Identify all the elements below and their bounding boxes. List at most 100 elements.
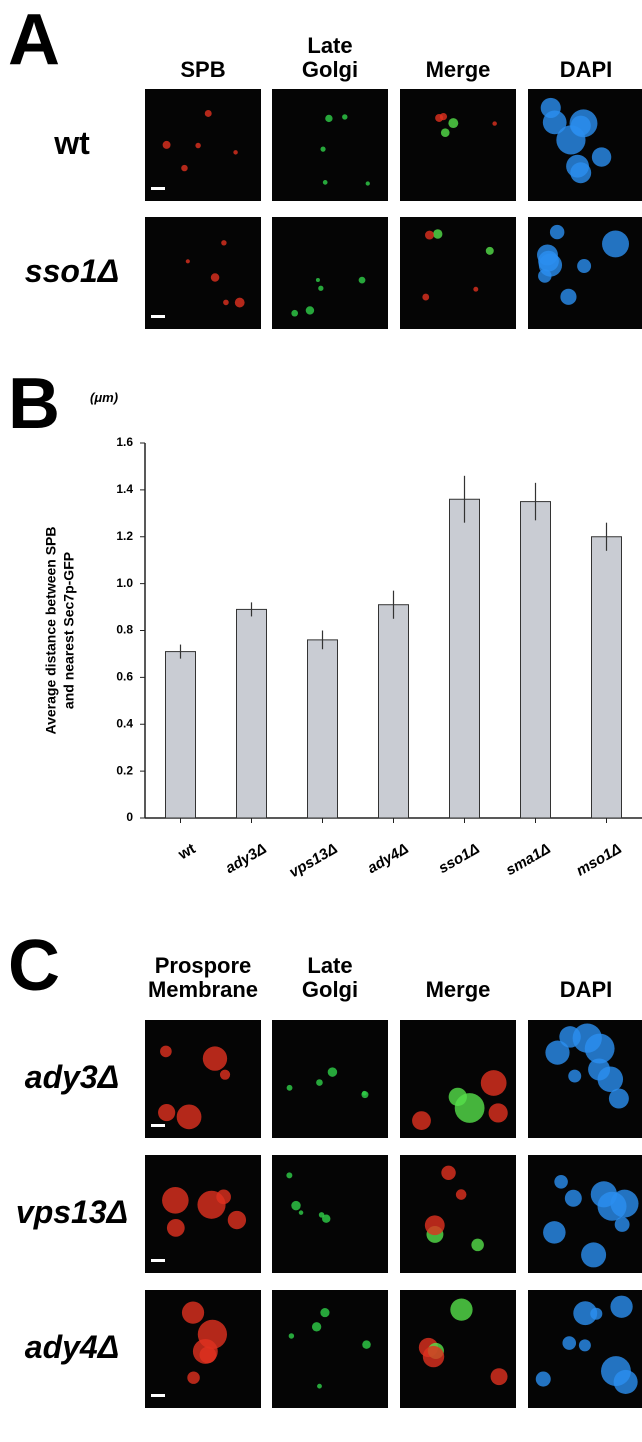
signal-spot <box>454 1093 485 1123</box>
micrograph <box>272 89 388 201</box>
y-tick-label: 1.6 <box>116 435 133 449</box>
y-tick-label: 1.2 <box>116 529 133 543</box>
x-tick-label: wt <box>175 840 199 864</box>
signal-spot <box>608 1088 629 1109</box>
signal-spot <box>288 1333 295 1339</box>
column-header: Merge <box>425 56 491 82</box>
signal-spot <box>298 1210 304 1215</box>
signal-spot <box>545 1040 570 1065</box>
signal-spot <box>573 1301 598 1326</box>
signal-spot <box>223 299 229 306</box>
bar <box>591 536 622 819</box>
signal-spot <box>325 114 333 123</box>
signal-spot <box>601 1356 631 1387</box>
y-tick-label: 0.8 <box>116 623 133 637</box>
signal-spot <box>315 278 320 283</box>
signal-spot <box>181 164 188 172</box>
row-label: wt <box>54 125 90 161</box>
signal-spot <box>305 306 315 315</box>
row-label: ady3Δ <box>24 1059 120 1095</box>
signal-spot <box>342 114 348 120</box>
signal-spot <box>162 140 171 149</box>
signal-spot <box>320 146 326 152</box>
y-tick-label: 1.4 <box>116 482 133 496</box>
x-tick-label: ady4Δ <box>365 840 412 877</box>
signal-spot <box>358 276 366 284</box>
panel-label: B <box>8 364 60 444</box>
signal-spot <box>320 1307 330 1318</box>
signal-spot <box>492 121 497 126</box>
signal-spot <box>365 181 370 186</box>
signal-spot <box>570 115 591 136</box>
signal-spot <box>197 1190 226 1219</box>
signal-spot <box>448 118 459 129</box>
signal-spot <box>614 1217 630 1232</box>
signal-spot <box>227 1210 247 1230</box>
signal-spot <box>316 1079 323 1086</box>
scale-bar <box>151 1259 165 1262</box>
bar <box>520 501 551 819</box>
micrograph <box>272 1020 388 1138</box>
signal-spot <box>204 109 212 117</box>
column-header: Prospore Membrane <box>147 952 259 1002</box>
signal-spot <box>490 1368 508 1386</box>
micrograph <box>145 217 261 329</box>
signal-spot <box>572 1023 602 1053</box>
signal-spot <box>597 1066 624 1092</box>
signal-spot <box>362 1340 371 1349</box>
signal-spot <box>195 142 201 149</box>
signal-spot <box>361 1091 369 1099</box>
signal-spot <box>590 1307 603 1320</box>
signal-spot <box>577 259 592 273</box>
signal-spot <box>412 1111 431 1131</box>
signal-spot <box>590 1181 617 1208</box>
y-tick-label: 0.2 <box>116 763 133 777</box>
micrograph <box>400 89 516 201</box>
signal-spot <box>422 293 430 301</box>
signal-spot <box>158 1103 176 1122</box>
signal-spot <box>317 1383 322 1389</box>
signal-spot <box>327 1067 338 1077</box>
signal-spot <box>450 1298 473 1321</box>
signal-spot <box>581 1242 607 1268</box>
signal-spot <box>538 253 563 277</box>
signal-spot <box>181 1301 205 1324</box>
y-axis-label: Average distance between SPB <box>43 526 59 734</box>
unit-label: (μm) <box>90 390 119 405</box>
signal-spot <box>578 1339 591 1352</box>
signal-spot <box>291 1200 301 1211</box>
signal-spot <box>554 1175 568 1189</box>
row-label: vps13Δ <box>15 1194 129 1230</box>
x-tick-label: ady3Δ <box>223 840 270 877</box>
signal-spot <box>202 1046 228 1071</box>
signal-spot <box>176 1104 202 1130</box>
column-header: DAPI <box>559 976 613 1002</box>
column-header: Late Golgi <box>301 952 359 1002</box>
signal-spot <box>480 1070 507 1096</box>
signal-spot <box>162 1186 189 1214</box>
column-header: SPB <box>180 56 226 82</box>
signal-spot <box>160 1045 172 1058</box>
y-tick-label: 0.6 <box>116 670 133 684</box>
signal-spot <box>471 1238 484 1252</box>
micrograph <box>145 89 261 201</box>
signal-spot <box>433 229 443 239</box>
signal-spot <box>425 230 434 240</box>
signal-spot <box>286 1084 293 1091</box>
signal-spot <box>440 128 450 138</box>
bar <box>378 604 409 819</box>
micrograph <box>400 217 516 329</box>
signal-spot <box>318 285 324 291</box>
scale-bar <box>151 1394 165 1397</box>
y-tick-label: 1.0 <box>116 576 133 590</box>
signal-spot <box>540 97 561 118</box>
signal-spot <box>568 1069 582 1083</box>
y-axis-label: and nearest Sec7p-GFP <box>61 552 77 709</box>
signal-spot <box>233 150 238 155</box>
bar <box>165 651 196 819</box>
micrograph <box>272 1290 388 1408</box>
micrograph <box>272 217 388 329</box>
micrograph <box>400 1155 516 1273</box>
